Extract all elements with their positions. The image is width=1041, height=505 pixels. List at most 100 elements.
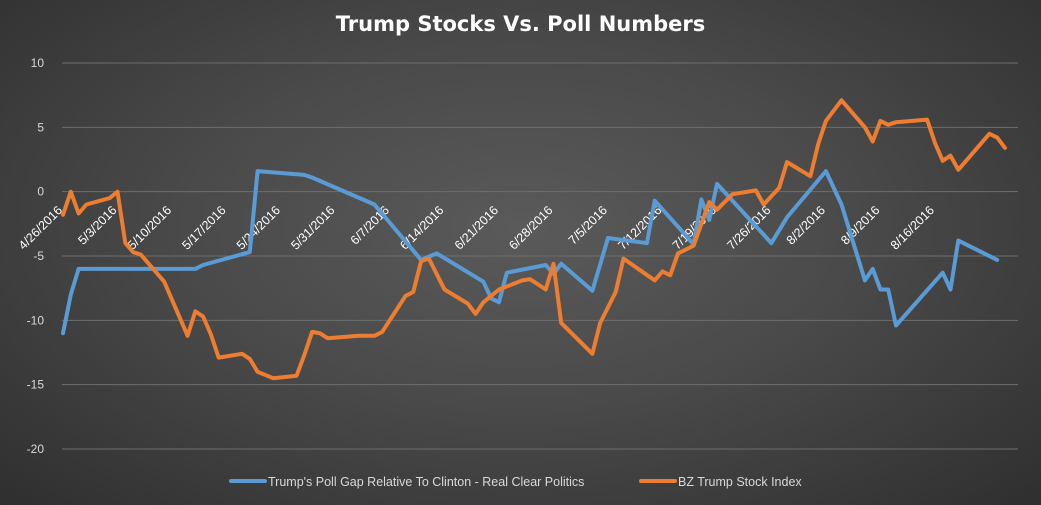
legend-label: BZ Trump Stock Index xyxy=(678,475,802,489)
data-point xyxy=(825,170,827,172)
data-point xyxy=(241,352,243,355)
data-point xyxy=(871,268,874,270)
y-tick-label: -15 xyxy=(27,378,45,392)
data-point xyxy=(864,279,866,282)
data-point xyxy=(677,252,679,255)
data-point xyxy=(62,332,64,335)
data-point xyxy=(69,190,72,193)
chart-title: Trump Stocks Vs. Poll Numbers xyxy=(335,12,706,36)
data-point xyxy=(646,242,648,244)
gridlines xyxy=(62,62,1018,450)
y-axis-ticks: 10 5 0 -5 -10 -15 -20 xyxy=(27,56,45,456)
data-point xyxy=(996,136,999,139)
data-point xyxy=(77,212,80,215)
data-point xyxy=(435,252,438,255)
x-tick-label: 7/5/2016 xyxy=(566,203,610,247)
data-point xyxy=(871,140,874,143)
data-point xyxy=(202,264,204,266)
data-point xyxy=(599,322,601,324)
data-point xyxy=(116,190,119,193)
data-point xyxy=(669,274,672,277)
data-point xyxy=(202,315,204,318)
data-point xyxy=(249,358,251,360)
x-tick-label: 8/2/2016 xyxy=(784,203,828,247)
data-point xyxy=(358,334,360,337)
data-point xyxy=(521,279,524,282)
data-point xyxy=(482,301,485,304)
data-point xyxy=(817,143,819,145)
data-point xyxy=(482,280,485,283)
y-tick-label: -20 xyxy=(27,442,45,456)
data-point xyxy=(381,331,383,333)
data-point xyxy=(505,271,508,274)
data-point xyxy=(879,120,882,122)
data-point xyxy=(272,377,274,380)
data-point xyxy=(825,120,827,122)
data-point xyxy=(303,174,306,176)
x-tick-label: 4/26/2016 xyxy=(16,203,65,252)
data-point xyxy=(373,203,376,206)
data-point xyxy=(708,201,710,203)
data-point xyxy=(194,310,197,313)
data-point xyxy=(467,302,469,305)
data-point xyxy=(895,121,897,123)
data-point xyxy=(420,260,422,262)
data-point xyxy=(622,257,625,260)
data-point xyxy=(941,271,944,274)
data-point xyxy=(685,234,687,237)
data-point xyxy=(560,262,563,265)
series-2 xyxy=(61,98,1007,381)
data-point xyxy=(653,199,656,202)
data-point xyxy=(295,374,298,377)
data-point xyxy=(840,203,843,206)
y-tick-label: -10 xyxy=(27,313,45,327)
data-point xyxy=(957,239,960,242)
data-point xyxy=(544,288,547,291)
data-point xyxy=(887,288,890,291)
data-point xyxy=(879,288,882,291)
data-point xyxy=(692,244,695,247)
x-tick-label: 8/16/2016 xyxy=(888,203,937,252)
data-point xyxy=(217,356,220,359)
data-point xyxy=(303,354,306,356)
data-point xyxy=(786,161,788,163)
x-tick-label: 5/10/2016 xyxy=(125,203,174,252)
data-point xyxy=(163,268,166,270)
data-point xyxy=(755,189,757,192)
data-point xyxy=(614,291,617,293)
data-point xyxy=(770,242,773,244)
x-axis-ticks: 4/26/2016 5/3/2016 5/10/2016 5/17/2016 5/24/… xyxy=(16,203,937,252)
data-point xyxy=(544,264,547,266)
x-tick-label: 6/7/2016 xyxy=(348,203,392,247)
data-point xyxy=(474,313,477,315)
data-point xyxy=(949,288,952,291)
data-point xyxy=(716,208,718,211)
data-point xyxy=(326,337,329,340)
data-point xyxy=(700,198,703,201)
data-point xyxy=(560,322,563,324)
data-point xyxy=(69,293,72,296)
series-lines xyxy=(61,98,1007,381)
data-point xyxy=(949,154,952,157)
data-point xyxy=(85,203,88,206)
data-point xyxy=(809,175,812,178)
data-point xyxy=(591,352,594,355)
data-point xyxy=(864,126,866,129)
legend-label: Trump's Poll Gap Relative To Clinton - R… xyxy=(268,475,584,489)
data-point xyxy=(249,251,251,253)
x-tick-label: 6/14/2016 xyxy=(397,203,446,252)
data-point xyxy=(708,219,710,221)
data-point xyxy=(786,216,788,219)
data-point xyxy=(77,268,80,270)
data-point xyxy=(428,257,430,260)
y-tick-label: 0 xyxy=(37,185,44,199)
data-point xyxy=(412,291,415,293)
data-point xyxy=(840,99,843,102)
data-point xyxy=(124,242,127,244)
data-point xyxy=(926,118,928,121)
data-point xyxy=(988,132,991,135)
data-point xyxy=(443,288,446,291)
legend: Trump's Poll Gap Relative To Clinton - R… xyxy=(229,475,802,489)
